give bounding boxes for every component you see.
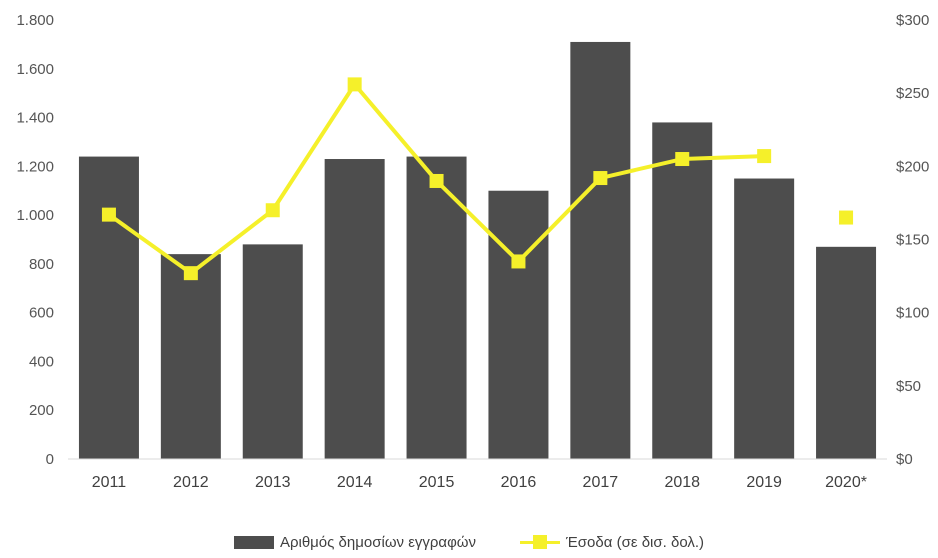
left-tick-label: 1.800 [16,12,54,29]
left-tick-label: 1.000 [16,207,54,224]
right-tick-label: $250 [896,85,929,102]
bar-2018 [652,122,713,459]
x-tick-label: 2018 [664,474,700,491]
bar-2011 [78,156,139,460]
right-tick-label: $0 [896,451,913,468]
line-point-2015 [429,173,444,188]
right-tick-label: $200 [896,158,929,175]
line-point-2013 [265,203,280,218]
bar-2019 [734,178,795,459]
bar-2013 [242,244,303,459]
bar-2016 [488,190,549,459]
x-tick-label: 2016 [501,474,537,491]
line-point-2019 [757,149,772,164]
left-tick-label: 800 [29,256,54,273]
bar-2012 [160,254,221,459]
bar-2014 [324,159,385,459]
legend-bar-label: Αριθμός δημοσίων εγγραφών [279,533,477,551]
left-tick-label: 600 [29,305,54,322]
left-tick-label: 400 [29,353,54,370]
x-tick-label: 2011 [92,474,127,491]
right-tick-label: $50 [896,378,921,395]
bar-2015 [406,156,467,460]
left-tick-label: 200 [29,402,54,419]
legend: Αριθμός δημοσίων εγγραφών Έσοδα (σε δισ.… [0,530,938,554]
line-series [101,77,854,281]
left-tick-label: 1.600 [16,61,54,78]
bar-series [78,41,877,460]
legend-line-swatch [520,535,561,549]
right-axis-ticks: $0 $50 $100 $150 $200 $250 $300 [896,12,929,468]
line-point-2020* [839,210,854,225]
x-tick-label: 2015 [419,474,455,491]
line-point-2012 [183,266,198,281]
line-point-2011 [101,207,116,222]
x-axis-ticks: 2011 2012 2013 2014 2015 2016 2017 2018 2019 2020… [92,474,867,491]
left-tick-label: 0 [46,451,54,468]
legend-line-label: Έσοδα (σε δισ. δολ.) [566,533,705,551]
x-tick-label: 2013 [255,474,291,491]
line-point-2018 [675,152,690,167]
x-tick-label: 2012 [173,474,209,491]
x-tick-label: 2020* [825,474,867,491]
left-axis-ticks: 0 200 400 600 800 1.000 1.200 1.400 1.600 1.800 [16,12,54,468]
x-tick-label: 2014 [337,474,373,491]
x-tick-label: 2019 [746,474,782,491]
legend-item-line: Έσοδα (σε δισ. δολ.) [520,534,704,551]
line-point-2017 [593,171,608,186]
bar-2020* [816,246,877,459]
left-tick-label: 1.200 [16,158,54,175]
legend-bar-swatch [233,535,274,549]
line-point-2014 [347,77,362,92]
right-tick-label: $100 [896,305,929,322]
line-point-2016 [511,254,526,269]
legend-item-bars: Αριθμός δημοσίων εγγραφών [233,533,477,551]
right-tick-label: $150 [896,232,929,249]
left-tick-label: 1.400 [16,110,54,127]
bar-2017 [570,41,631,459]
x-tick-label: 2017 [583,474,619,491]
right-tick-label: $300 [896,12,929,29]
